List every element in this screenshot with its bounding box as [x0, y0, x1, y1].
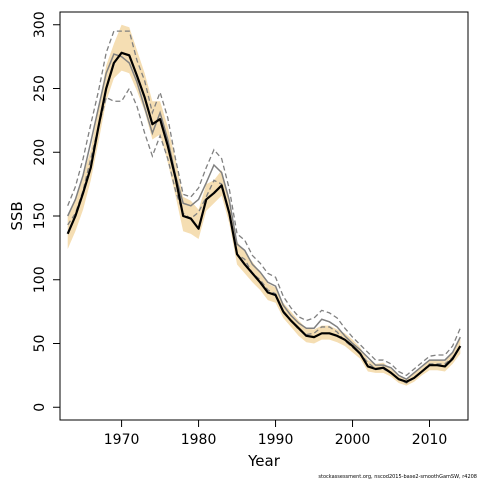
estimate-confidence-band: [67, 24, 461, 386]
y-axis-label: SSB: [8, 201, 26, 230]
x-tick-label: 1980: [181, 432, 217, 448]
reference-upper-bound-line: [67, 30, 461, 377]
y-tick-label: 200: [32, 139, 48, 166]
x-tick-label: 2010: [412, 432, 448, 448]
confidence-band-layer: [67, 24, 461, 386]
plot-frame: [59, 11, 469, 421]
x-axis: 1970 1980 1990 2000 2010: [104, 420, 448, 448]
series-lines-layer: [66, 30, 462, 384]
y-tick-label: 50: [32, 335, 48, 353]
y-axis: 0 50 100 150 200 250 300: [32, 11, 60, 412]
x-tick-label: 1990: [258, 432, 294, 448]
x-tick-label: 1970: [104, 432, 140, 448]
y-tick-label: 150: [32, 203, 48, 230]
y-tick-label: 250: [32, 75, 48, 102]
y-tick-label: 300: [32, 11, 48, 38]
y-tick-label: 0: [32, 403, 48, 412]
x-tick-label: 2000: [335, 432, 371, 448]
footer-credit: stockassessment.org, nscod2015-base2-smo…: [318, 474, 477, 480]
y-tick-label: 100: [32, 266, 48, 293]
ssb-estimate-line: [66, 51, 462, 383]
x-axis-label: Year: [247, 452, 281, 470]
reference-lower-bound-line: [67, 87, 461, 384]
reference-estimate-line: [67, 53, 461, 381]
